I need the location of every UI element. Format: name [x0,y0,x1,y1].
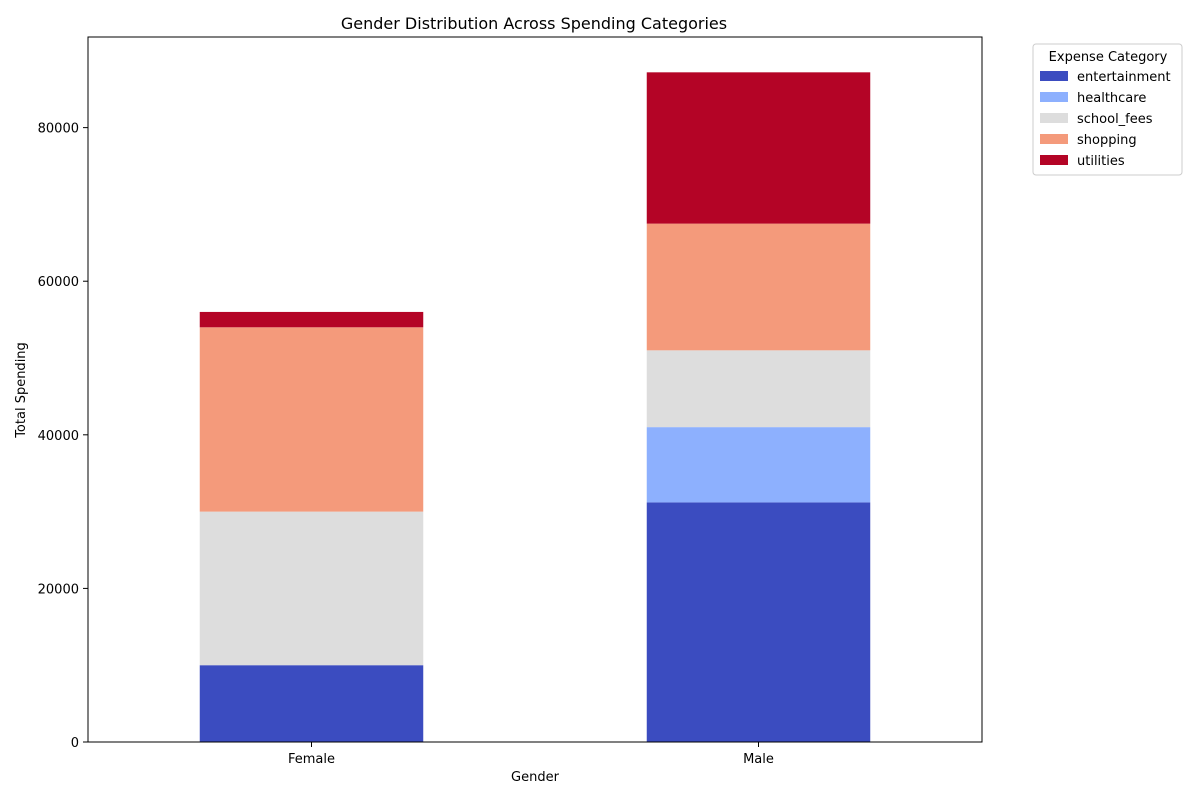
legend-swatch-entertainment [1040,71,1068,81]
legend-label-entertainment: entertainment [1077,70,1171,85]
legend-frame [1032,43,1183,176]
bar-group [199,72,871,742]
x-tick-label: Male [743,752,774,767]
y-tick-label: 0 [71,736,79,751]
bar-male-school-fees [646,350,871,428]
bar-female-entertainment [199,665,424,742]
bar-male-entertainment [646,502,871,742]
legend: Expense Category entertainment healthcare… [1032,43,1183,176]
legend-label-utilities: utilities [1077,154,1125,169]
bar-male-healthcare [646,427,871,503]
bar-male-utilities [646,72,871,224]
legend-swatch-healthcare [1040,92,1068,102]
legend-label-shopping: shopping [1077,133,1137,148]
x-axis: Female Male [288,742,774,767]
bar-male-shopping [646,223,871,351]
legend-title: Expense Category [1049,50,1168,65]
bar-female-shopping [199,327,424,512]
y-tick-label: 80000 [38,122,79,137]
y-tick-label: 60000 [38,275,79,290]
bar-female-school-fees [199,511,424,666]
y-tick-label: 20000 [38,582,79,597]
plot-frame [87,36,983,743]
legend-swatch-school-fees [1040,113,1068,123]
legend-swatch-shopping [1040,134,1068,144]
x-axis-title: Gender [511,770,560,785]
legend-swatch-utilities [1040,155,1068,165]
y-tick-label: 40000 [38,429,79,444]
x-tick-label: Female [288,752,335,767]
y-axis-title: Total Spending [14,342,29,439]
chart-title: Gender Distribution Across Spending Cate… [341,14,727,33]
legend-label-healthcare: healthcare [1077,91,1146,106]
y-axis: 0 20000 40000 60000 80000 [38,122,88,751]
bar-female-utilities [199,311,424,328]
legend-items: entertainment healthcare school_feesshoppi… [1040,70,1171,169]
legend-label-school-fees: school_fees [1077,112,1153,127]
